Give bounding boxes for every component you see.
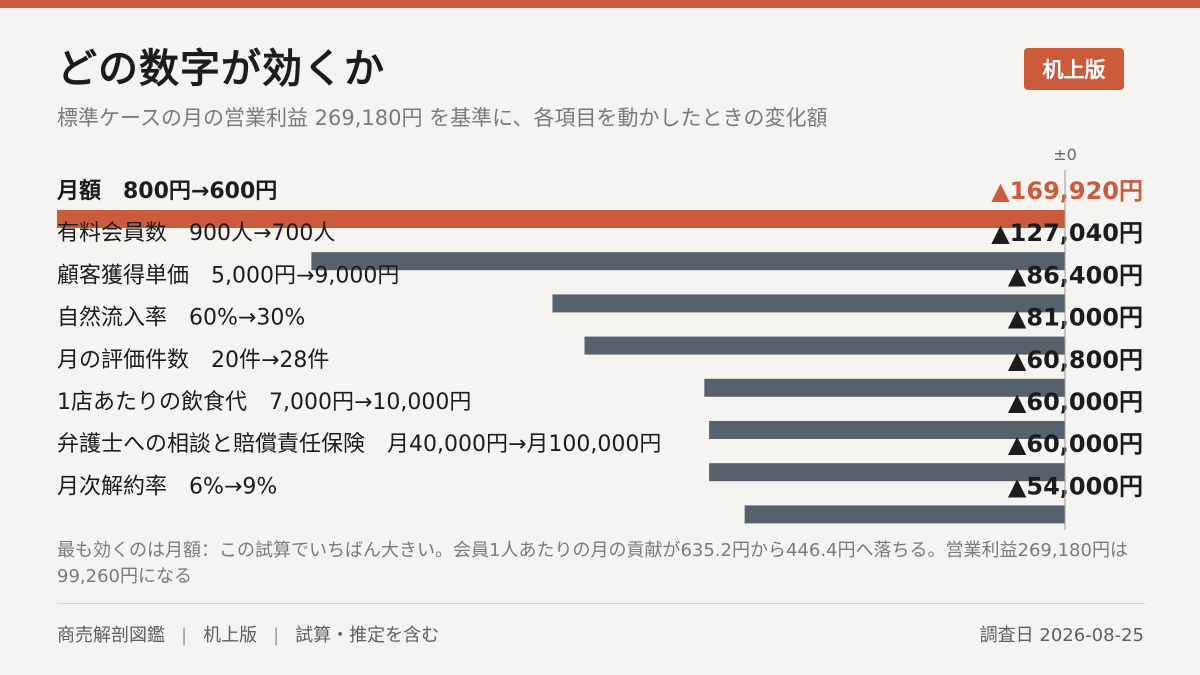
footer-source: 商売解剖図鑑 bbox=[57, 625, 165, 646]
footer-disclaimer: 試算・推定を含む bbox=[295, 625, 440, 646]
footer-date: 調査日 2026-08-25 bbox=[979, 625, 1144, 646]
bar-0 bbox=[57, 210, 1065, 228]
category-label-0: 月額 800円→600円 bbox=[56, 178, 277, 204]
value-label-5: ▲60,000円 bbox=[1008, 388, 1143, 416]
bar-7 bbox=[744, 505, 1065, 524]
value-label-6: ▲60,000円 bbox=[1008, 430, 1143, 458]
footer-edition: 机上版 bbox=[203, 625, 258, 646]
category-label-4: 月の評価件数 20件→28件 bbox=[57, 348, 329, 373]
footer-separator: | bbox=[181, 625, 188, 646]
category-label-5: 1店あたりの飲食代 7,000円→10,000円 bbox=[57, 390, 471, 415]
bar-5 bbox=[709, 421, 1065, 439]
page-title: どの数字が効くか bbox=[57, 46, 385, 92]
edition-badge: 机上版 bbox=[1024, 48, 1124, 90]
footer-divider bbox=[57, 603, 1145, 604]
category-label-7: 月次解約率 6%→9% bbox=[57, 474, 277, 499]
bar-6 bbox=[709, 463, 1065, 482]
value-label-1: ▲127,040円 bbox=[991, 219, 1143, 247]
value-label-0: ▲169,920円 bbox=[991, 177, 1143, 205]
chart-note: 最も効くのは月額：この試算でいちばん大きい。会員1人あたりの月の貢献が635.2… bbox=[57, 540, 1128, 587]
value-label-4: ▲60,800円 bbox=[1008, 346, 1143, 374]
category-label-6: 弁護士への相談と賠償責任保険 月40,000円→月100,000円 bbox=[57, 432, 661, 457]
bar-2 bbox=[552, 294, 1065, 313]
bar-3 bbox=[584, 336, 1065, 355]
bars-layer bbox=[57, 210, 1065, 524]
category-label-2: 顧客獲得単価 5,000円→9,000円 bbox=[57, 263, 399, 288]
zero-baseline-label: ±0 bbox=[1053, 145, 1077, 164]
value-label-2: ▲86,400円 bbox=[1008, 261, 1143, 289]
category-label-3: 自然流入率 60%→30% bbox=[57, 306, 305, 331]
top-accent-bar bbox=[0, 0, 1200, 8]
category-label-1: 有料会員数 900人→700人 bbox=[57, 221, 335, 246]
value-label-3: ▲81,000円 bbox=[1008, 304, 1143, 332]
footer-credits: 商売解剖図鑑 | 机上版 | 試算・推定を含む bbox=[57, 621, 439, 647]
footer-separator: | bbox=[273, 625, 280, 646]
bar-4 bbox=[704, 378, 1065, 397]
page-subtitle: 標準ケースの月の営業利益 269,180円 を基準に、各項目を動かしたときの変化… bbox=[57, 106, 828, 130]
value-label-7: ▲54,000円 bbox=[1008, 472, 1143, 500]
bar-1 bbox=[311, 252, 1065, 271]
